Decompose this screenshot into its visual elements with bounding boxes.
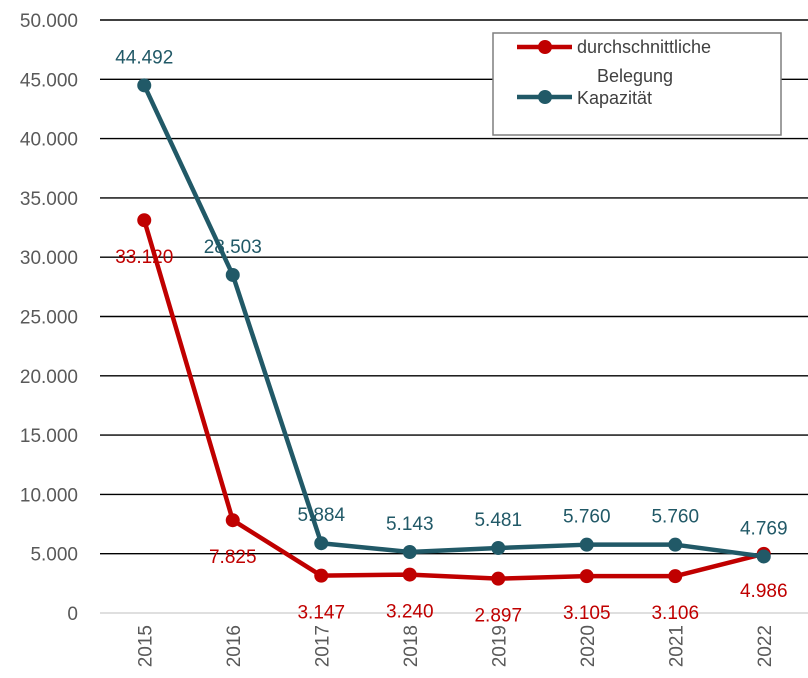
data-point-kapazitaet — [668, 537, 683, 552]
data-point-belegung — [579, 569, 594, 584]
data-label-belegung: 3.240 — [386, 602, 434, 623]
data-point-kapazitaet — [756, 549, 771, 564]
data-point-belegung — [491, 571, 506, 586]
data-label-kapazitaet: 5.143 — [386, 514, 434, 535]
y-tick-label: 45.000 — [20, 70, 78, 91]
x-tick-label: 2019 — [489, 625, 510, 667]
data-label-kapazitaet: 44.492 — [115, 47, 173, 68]
data-label-belegung: 2.897 — [474, 606, 522, 627]
y-tick-label: 10.000 — [20, 485, 78, 506]
y-tick-label: 20.000 — [20, 367, 78, 388]
data-label-belegung: 7.825 — [209, 547, 257, 568]
legend-label-belegung-line2: Belegung — [597, 66, 673, 86]
x-tick-label: 2020 — [578, 625, 599, 667]
y-tick-label: 30.000 — [20, 248, 78, 269]
data-point-kapazitaet — [137, 78, 152, 93]
x-tick-label: 2022 — [755, 625, 776, 667]
data-label-kapazitaet: 5.884 — [297, 505, 345, 526]
data-label-belegung: 33.120 — [115, 247, 173, 268]
data-label-kapazitaet: 4.769 — [740, 518, 788, 539]
data-label-belegung: 3.147 — [297, 603, 345, 624]
legend-marker-belegung — [538, 40, 552, 54]
y-axis: 0 5.000 10.000 15.000 20.000 25.000 30.000 35.0… — [20, 11, 78, 625]
x-tick-label: 2015 — [135, 625, 156, 667]
x-axis: 2015 2016 2017 2018 2019 2020 2021 2022 — [135, 625, 776, 667]
x-tick-label: 2018 — [401, 625, 422, 667]
y-tick-label: 35.000 — [20, 189, 78, 210]
y-tick-label: 50.000 — [20, 11, 78, 32]
data-point-belegung — [137, 213, 152, 228]
data-point-belegung — [402, 567, 417, 582]
data-point-kapazitaet — [402, 545, 417, 560]
x-tick-label: 2017 — [312, 625, 333, 667]
y-tick-label: 15.000 — [20, 426, 78, 447]
x-tick-label: 2021 — [666, 625, 687, 667]
series-line-belegung — [142, 219, 765, 581]
data-point-kapazitaet — [314, 536, 329, 551]
data-label-kapazitaet: 28.503 — [204, 237, 262, 258]
legend-label-kapazitaet: Kapazität — [577, 88, 652, 108]
y-tick-label: 5.000 — [30, 545, 78, 566]
data-labels: 33.120 7.825 3.147 3.240 2.897 3.105 3.106 4.98… — [115, 47, 787, 626]
data-point-kapazitaet — [225, 267, 240, 282]
data-label-belegung: 4.986 — [740, 581, 788, 602]
data-label-kapazitaet: 5.760 — [651, 507, 699, 528]
data-label-belegung: 3.105 — [563, 603, 611, 624]
data-point-belegung — [314, 568, 329, 583]
data-label-kapazitaet: 5.481 — [474, 510, 522, 531]
y-tick-label: 40.000 — [20, 130, 78, 151]
data-point-kapazitaet — [579, 537, 594, 552]
data-point-kapazitaet — [491, 540, 506, 555]
legend-marker-kapazitaet — [538, 90, 552, 104]
x-tick-label: 2016 — [224, 625, 245, 667]
y-tick-label: 25.000 — [20, 308, 78, 329]
data-point-belegung — [225, 513, 240, 528]
series-lines — [137, 78, 771, 586]
data-label-kapazitaet: 5.760 — [563, 507, 611, 528]
series-line-kapazitaet — [142, 84, 765, 559]
data-label-belegung: 3.106 — [651, 603, 699, 624]
data-point-belegung — [668, 569, 683, 584]
legend-label-belegung: durchschnittliche — [577, 37, 711, 57]
y-tick-label: 0 — [67, 604, 78, 625]
